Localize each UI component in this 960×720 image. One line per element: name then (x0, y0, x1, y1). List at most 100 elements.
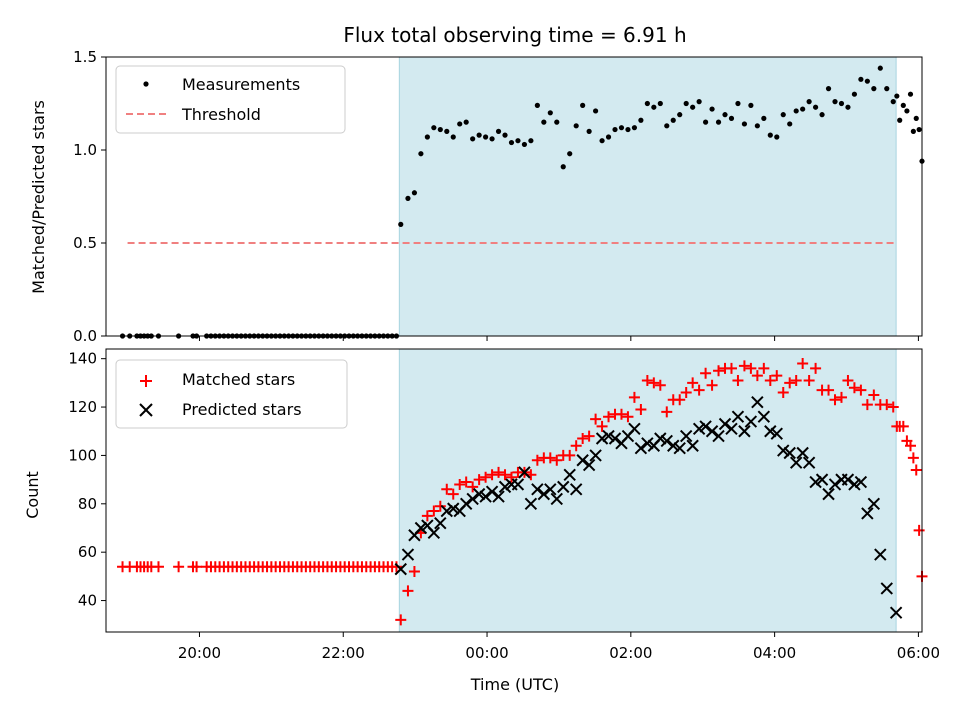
matched-point (152, 561, 164, 573)
matched-point (460, 476, 472, 488)
matched-point (421, 510, 433, 522)
measurement-point (476, 132, 482, 138)
predicted-point (841, 473, 855, 486)
matched-point (191, 561, 203, 573)
predicted-point (511, 478, 525, 491)
x-tick-label: 20:00 (178, 644, 221, 662)
matched-point (493, 466, 505, 478)
top-legend: Measurements Threshold (115, 65, 346, 134)
y-tick-label: 0.5 (73, 234, 97, 252)
predicted-point (472, 487, 486, 501)
measurement-point (547, 110, 553, 116)
matched-point (810, 362, 822, 374)
measurement-point (418, 151, 424, 157)
matched-point (680, 387, 692, 399)
measurement-point (728, 115, 735, 121)
y-tick-label: 1.0 (73, 141, 97, 159)
measurement-point (605, 134, 612, 140)
predicted-point (492, 490, 505, 503)
y-tick-label: 120 (68, 398, 97, 416)
matched-point (835, 391, 847, 403)
matched-point (803, 374, 815, 386)
top-y-ticks: 0.0 0.5 1.0 1.5 (73, 48, 106, 345)
measurement-point (521, 141, 528, 148)
predicted-point (828, 478, 842, 491)
predicted-point (544, 483, 557, 496)
matched-point (910, 464, 922, 476)
predicted-point (692, 422, 706, 436)
matched-point (505, 471, 517, 483)
matched-point (713, 365, 725, 377)
measurement-point (825, 86, 832, 92)
predicted-point (764, 425, 777, 438)
predicted-point (414, 521, 428, 535)
matched-point (596, 420, 608, 432)
matched-point (758, 362, 770, 374)
legend-matched-marker (140, 375, 152, 387)
matched-point (395, 614, 407, 626)
measurement-point (793, 108, 799, 114)
matched-point (622, 411, 634, 423)
predicted-point (738, 425, 751, 438)
measurement-point (812, 104, 819, 110)
matched-point (590, 413, 602, 425)
measurement-point (838, 100, 845, 107)
matched-point (628, 391, 640, 403)
top-shaded-span (398, 56, 897, 337)
measurement-point (495, 128, 502, 134)
measurement-point (424, 134, 430, 140)
matched-point (486, 469, 498, 481)
legend-threshold: Threshold (181, 105, 261, 124)
measurement-point (625, 126, 631, 133)
matched-point (408, 566, 420, 578)
measurement-point (573, 123, 579, 129)
measurement-point (586, 128, 592, 134)
bottom-y-ticks: 40 60 80 100 120 140 (68, 350, 106, 610)
predicted-point (712, 429, 725, 443)
matched-point (615, 408, 627, 420)
measurement-point (709, 106, 715, 112)
matched-point (907, 452, 919, 464)
measurement-point (489, 136, 495, 142)
matched-point (700, 367, 712, 379)
measurement-point (437, 126, 443, 133)
measurement-point (664, 123, 670, 129)
predicted-point (809, 475, 822, 489)
bottom-axes-frame (105, 348, 923, 633)
measurement-point (457, 121, 463, 127)
measurement-point (431, 125, 437, 131)
y-tick-label: 140 (68, 350, 97, 368)
measurement-point (618, 125, 625, 131)
matched-point (855, 384, 867, 396)
predicted-point (447, 502, 460, 515)
matched-point (784, 377, 796, 389)
matched-point (738, 360, 750, 372)
matched-point (674, 394, 686, 406)
matched-point (635, 403, 647, 415)
measurement-point (832, 99, 838, 105)
measurement-point (534, 102, 540, 108)
matched-point (848, 382, 860, 394)
matched-point (390, 561, 402, 573)
measurement-point (528, 138, 534, 144)
measurement-point (696, 99, 702, 105)
measurement-point (405, 195, 411, 201)
matched-point (570, 440, 582, 452)
predicted-point (401, 548, 415, 561)
chart-title: Flux total observing time = 6.91 h (343, 23, 686, 47)
predicted-point (654, 432, 667, 445)
matched-point (687, 377, 699, 389)
measurement-point (411, 190, 418, 196)
x-tick-label: 22:00 (322, 644, 365, 662)
bottom-x-ticks: 20:00 22:00 00:00 02:00 04:00 06:00 (178, 632, 940, 662)
measurement-point (554, 119, 560, 125)
y-tick-label: 100 (68, 446, 97, 464)
matched-point (777, 387, 789, 399)
predicted-point (815, 473, 829, 486)
predicted-point (757, 410, 771, 423)
measurement-point (560, 164, 566, 170)
y-tick-label: 60 (78, 543, 97, 561)
matched-point (751, 370, 763, 382)
matched-point (583, 430, 595, 442)
